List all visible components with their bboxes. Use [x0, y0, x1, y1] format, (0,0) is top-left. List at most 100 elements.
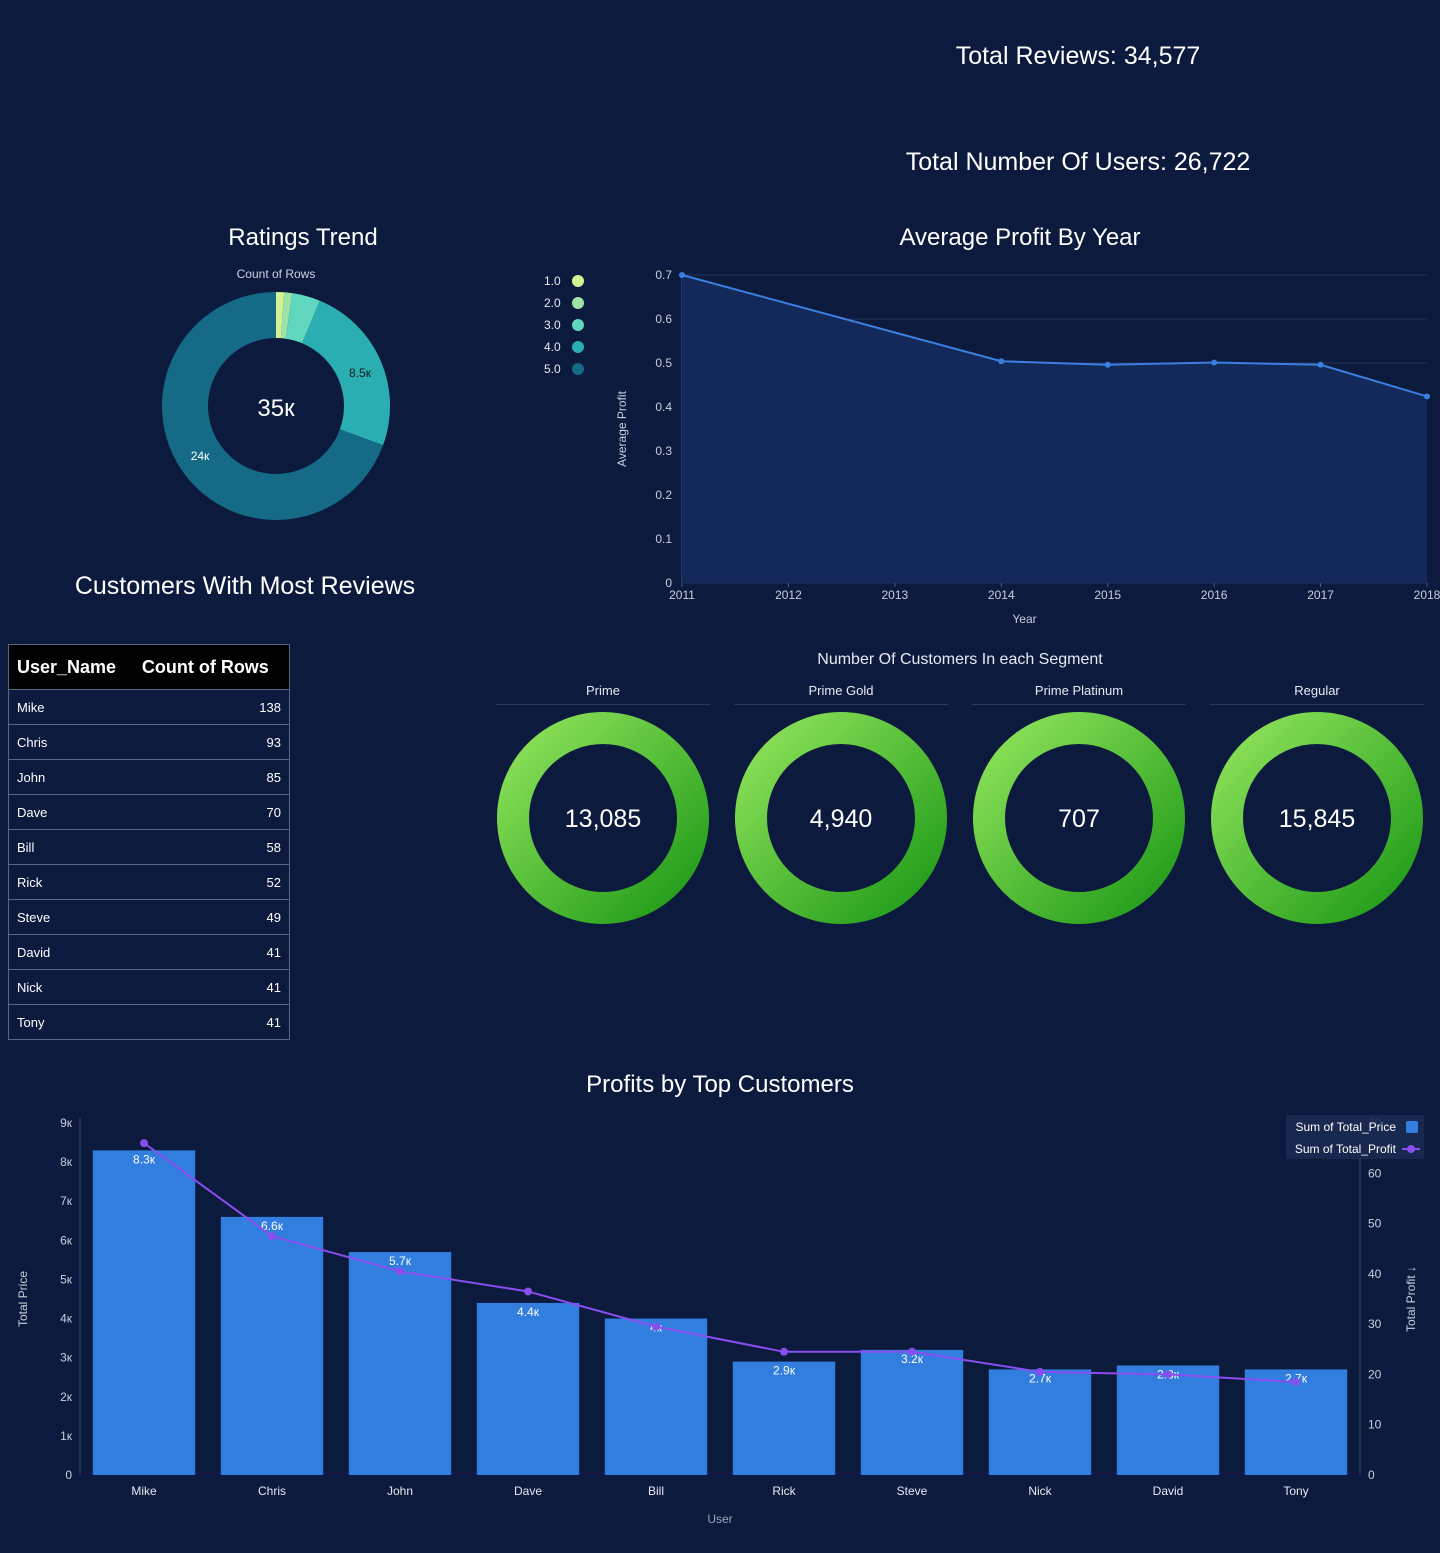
profit-point-David[interactable] [1164, 1370, 1172, 1379]
x-tick-label: 2011 [669, 588, 695, 602]
y-tick-label: 0 [65, 1468, 72, 1482]
cell-count: 85 [133, 759, 289, 795]
legend-label: 4.0 [544, 340, 561, 354]
segment-value: 13,085 [565, 805, 641, 833]
legend-dot-icon [572, 319, 584, 331]
profit-line [143, 1142, 1297, 1383]
profit-point-2017[interactable] [1317, 361, 1324, 368]
bar-Tony[interactable] [1244, 1369, 1348, 1475]
profit-point-John[interactable] [396, 1267, 404, 1276]
avg-profit-area-chart: 0 0.1 0.2 0.3 0.4 0.5 0.6 0.7 2011 2012 2013 2014 20… [615, 268, 1440, 626]
y-tick-label: 9к [60, 1116, 73, 1130]
x-tick-label: 2015 [1094, 588, 1121, 602]
table-row[interactable]: John 85 [9, 759, 289, 795]
y-tick-label: 6к [60, 1233, 73, 1247]
legend-item-2.0[interactable]: 2.0 [544, 292, 584, 314]
y2-tick-label: 50 [1368, 1217, 1382, 1231]
donut-slice-4.0[interactable] [302, 300, 390, 446]
y2-tick-label: 20 [1368, 1367, 1382, 1381]
cell-user-name: Nick [9, 969, 134, 1005]
ratings-trend-title: Ratings Trend [228, 224, 378, 251]
legend-item-5.0[interactable]: 5.0 [544, 358, 584, 380]
segment-value: 707 [1058, 805, 1100, 833]
x-tick-label: 2017 [1307, 588, 1334, 602]
profit-point-Dave[interactable] [524, 1287, 532, 1296]
cell-user-name: Rick [9, 864, 134, 900]
bar-Chris[interactable] [220, 1216, 324, 1475]
legend-label-profit[interactable]: Sum of Total_Profit [1295, 1142, 1397, 1156]
segment-gauge[interactable]: 4,940 [734, 711, 948, 925]
segment-value: 4,940 [810, 805, 873, 833]
profit-point-Rick[interactable] [780, 1347, 788, 1356]
profit-point-2018[interactable] [1424, 393, 1430, 400]
column-header-count[interactable]: Count of Rows [133, 645, 289, 690]
segment-gauge[interactable]: 13,085 [496, 711, 710, 925]
table-row[interactable]: Rick 52 [9, 864, 289, 900]
profit-point-2015[interactable] [1104, 361, 1111, 368]
bar-Steve[interactable] [860, 1349, 964, 1475]
table-row[interactable]: David 41 [9, 934, 289, 970]
column-header-user-name[interactable]: User_Name [9, 645, 134, 690]
bar-Mike[interactable] [92, 1150, 196, 1475]
segment-label: Prime Platinum [972, 683, 1186, 705]
y2-tick-label: 40 [1368, 1267, 1382, 1281]
bar-Bill[interactable] [604, 1318, 708, 1475]
combo-legend: Sum of Total_Price Sum of Total_Profit [1286, 1115, 1424, 1159]
segment-gauge[interactable]: 15,845 [1210, 711, 1424, 925]
legend-item-1.0[interactable]: 1.0 [544, 270, 584, 292]
y-tick-label: 0.2 [655, 488, 672, 502]
bar-David[interactable] [1116, 1365, 1220, 1475]
cell-count: 41 [133, 1004, 289, 1039]
bar-data-label: 4.4к [517, 1305, 540, 1319]
donut-slice-5.0[interactable] [162, 292, 384, 520]
legend-item-4.0[interactable]: 4.0 [544, 336, 584, 358]
segment-ring [735, 712, 947, 924]
x-tick-label: David [1153, 1484, 1184, 1498]
x-tick-label: Bill [648, 1484, 664, 1498]
x-tick-label: Mike [131, 1484, 157, 1498]
bar-Rick[interactable] [732, 1361, 836, 1475]
y2-axis-label: Total Profit ↓ [1404, 1266, 1418, 1332]
segment-label: Prime [496, 683, 710, 705]
donut-slice-2.0[interactable] [280, 292, 293, 339]
y-tick-label: 2к [60, 1390, 73, 1404]
total-reviews-kpi: Total Reviews: 34,577 [955, 42, 1201, 70]
donut-slice-3.0[interactable] [285, 293, 320, 344]
cell-user-name: Steve [9, 899, 134, 935]
profit-point-Mike[interactable] [140, 1139, 148, 1148]
table-row[interactable]: Chris 93 [9, 724, 289, 760]
table-row[interactable]: Bill 58 [9, 829, 289, 865]
legend-label-price[interactable]: Sum of Total_Price [1296, 1120, 1397, 1134]
cell-user-name: David [9, 934, 134, 970]
table-row[interactable]: Steve 49 [9, 899, 289, 935]
x-tick-label: Dave [514, 1484, 542, 1498]
profit-point-2011[interactable] [679, 272, 685, 278]
profit-point-Bill[interactable] [652, 1322, 660, 1331]
customers-chart-title: Profits by Top Customers [586, 1071, 854, 1098]
bar-Dave[interactable] [476, 1302, 580, 1475]
profit-point-Chris[interactable] [268, 1232, 276, 1241]
cell-count: 52 [133, 864, 289, 900]
profit-point-Steve[interactable] [908, 1347, 916, 1356]
profit-point-Nick[interactable] [1036, 1367, 1044, 1376]
bar-John[interactable] [348, 1252, 452, 1475]
legend-dot-icon [1407, 1145, 1415, 1153]
legend-label: 5.0 [544, 362, 561, 376]
x-tick-label: Rick [772, 1484, 796, 1498]
y2-tick-label: 10 [1368, 1418, 1382, 1432]
table-row[interactable]: Tony 41 [9, 1004, 289, 1039]
profit-point-2014[interactable] [998, 358, 1005, 365]
table-row[interactable]: Dave 70 [9, 794, 289, 830]
profit-point-2016[interactable] [1211, 359, 1218, 366]
donut-slice-1.0[interactable] [276, 292, 285, 339]
cell-count: 70 [133, 794, 289, 830]
y-tick-label: 0 [665, 576, 672, 590]
bar-Nick[interactable] [988, 1369, 1092, 1475]
x-tick-label: Tony [1283, 1484, 1308, 1498]
table-row[interactable]: Nick 41 [9, 969, 289, 1005]
profit-point-Tony[interactable] [1292, 1377, 1300, 1386]
ratings-label-4: 8.5к [349, 366, 372, 380]
table-row[interactable]: Mike 138 [9, 689, 289, 725]
legend-item-3.0[interactable]: 3.0 [544, 314, 584, 336]
segment-gauge[interactable]: 707 [972, 711, 1186, 925]
